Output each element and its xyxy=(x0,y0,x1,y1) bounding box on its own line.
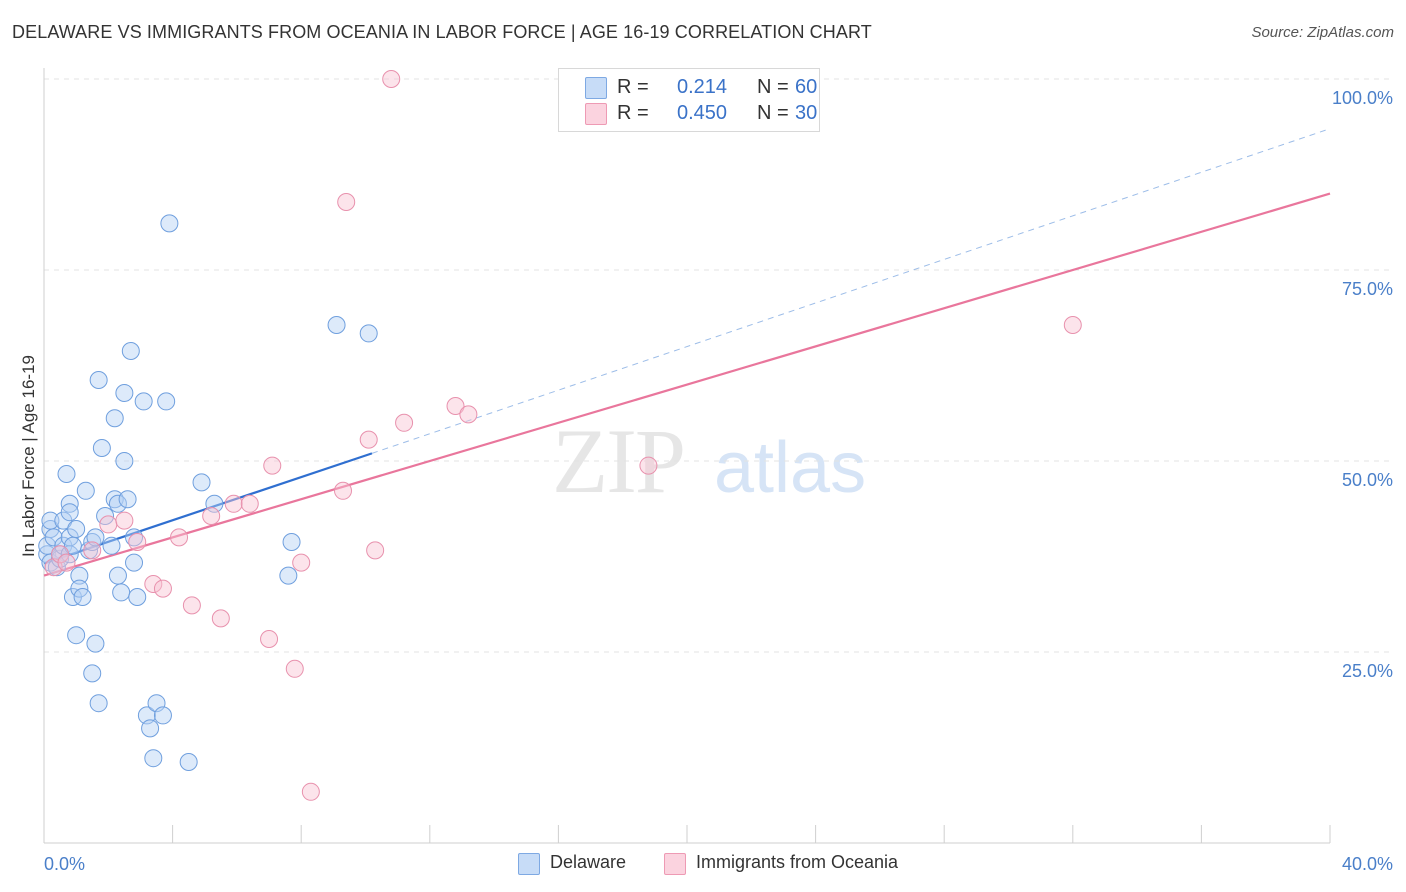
data-point-oceania xyxy=(1063,316,1082,335)
data-point-delaware xyxy=(112,583,131,602)
data-point-oceania xyxy=(639,456,658,475)
data-point-delaware xyxy=(60,503,79,522)
x-tick-labels: 0.0% 40.0% xyxy=(44,854,1393,874)
data-point-delaware xyxy=(134,392,153,411)
data-point-oceania xyxy=(144,575,163,594)
series-delaware xyxy=(38,214,378,772)
data-point-delaware xyxy=(86,634,105,653)
data-point-oceania xyxy=(240,494,259,513)
data-point-oceania xyxy=(359,430,378,449)
data-point-oceania xyxy=(211,609,230,628)
x-tick-label: 40.0% xyxy=(1342,854,1393,874)
legend-swatch-delaware xyxy=(585,77,607,99)
data-point-delaware xyxy=(67,626,86,645)
legend-r-label: R = xyxy=(617,102,649,124)
data-point-delaware xyxy=(102,536,121,555)
data-point-oceania xyxy=(83,541,102,560)
data-point-delaware xyxy=(83,664,102,683)
data-point-oceania xyxy=(260,630,279,649)
data-point-oceania xyxy=(57,553,76,572)
watermark-atlas: atlas xyxy=(714,428,866,508)
data-point-oceania xyxy=(99,515,118,534)
data-point-oceania xyxy=(366,541,385,560)
y-tick-label: 75.0% xyxy=(1342,279,1393,299)
data-point-oceania xyxy=(292,553,311,572)
data-point-oceania xyxy=(446,396,465,415)
gridlines xyxy=(44,78,1394,653)
data-point-oceania xyxy=(170,528,189,547)
legend-r-value-oceania: 0.450 xyxy=(677,102,728,124)
legend-n-value-oceania: 30 xyxy=(795,102,818,124)
data-point-delaware xyxy=(67,519,86,538)
data-point-delaware xyxy=(76,481,95,500)
data-point-oceania xyxy=(224,494,243,513)
trendline-delaware-extension xyxy=(371,128,1331,454)
data-point-delaware xyxy=(282,532,301,551)
data-point-delaware xyxy=(157,392,176,411)
y-tick-labels: 25.0% 50.0% 75.0% 100.0% xyxy=(1332,88,1393,681)
correlation-legend: R = 0.214 N = 60 R = 0.450 N = 30 xyxy=(558,68,820,132)
data-point-oceania xyxy=(301,782,320,801)
data-point-oceania xyxy=(337,193,356,212)
data-point-delaware xyxy=(153,706,172,725)
data-point-delaware xyxy=(121,341,140,360)
data-point-delaware xyxy=(118,490,137,509)
legend-r-label: R = xyxy=(617,76,649,98)
data-point-delaware xyxy=(115,452,134,470)
axes xyxy=(43,68,1331,844)
data-point-delaware xyxy=(57,464,76,483)
data-point-delaware xyxy=(92,439,111,458)
data-point-delaware xyxy=(128,587,147,606)
y-tick-label: 50.0% xyxy=(1342,470,1393,490)
data-point-delaware xyxy=(108,494,127,513)
bottom-legend-swatch-delaware xyxy=(518,853,540,875)
chart-title: DELAWARE VS IMMIGRANTS FROM OCEANIA IN L… xyxy=(12,22,872,42)
data-point-delaware xyxy=(179,753,198,772)
chart-source: Source: ZipAtlas.com xyxy=(1251,24,1394,41)
data-point-oceania xyxy=(395,413,414,432)
data-point-delaware xyxy=(144,749,163,768)
data-point-oceania xyxy=(128,532,147,551)
bottom-legend-label-delaware: Delaware xyxy=(550,852,627,872)
y-tick-label: 100.0% xyxy=(1332,88,1393,108)
trendline-oceania xyxy=(43,192,1331,577)
data-point-delaware xyxy=(73,587,92,606)
legend-n-value-delaware: 60 xyxy=(795,76,818,98)
bottom-legend-swatch-oceania xyxy=(664,853,686,875)
data-point-delaware xyxy=(125,553,144,572)
data-point-oceania xyxy=(459,405,478,424)
y-axis-label: In Labor Force | Age 16-19 xyxy=(19,355,38,557)
data-point-delaware xyxy=(279,566,298,585)
y-tick-label: 25.0% xyxy=(1342,661,1393,681)
data-point-oceania xyxy=(182,596,201,615)
x-tick-label: 0.0% xyxy=(44,854,85,874)
data-point-oceania xyxy=(202,507,221,526)
data-point-delaware xyxy=(192,473,211,492)
data-point-delaware xyxy=(141,719,160,738)
legend-n-label: N = xyxy=(757,102,789,124)
data-point-delaware xyxy=(89,694,108,713)
data-point-oceania xyxy=(115,511,134,530)
data-point-delaware xyxy=(359,324,378,343)
data-point-oceania xyxy=(382,70,401,88)
legend-r-value-delaware: 0.214 xyxy=(677,76,728,98)
data-point-delaware xyxy=(70,566,89,585)
data-point-delaware xyxy=(89,371,108,390)
series-oceania xyxy=(44,70,1082,801)
legend-n-label: N = xyxy=(757,76,789,98)
data-point-oceania xyxy=(285,659,304,678)
bottom-legend-label-oceania: Immigrants from Oceania xyxy=(696,852,899,872)
legend-swatch-oceania xyxy=(585,103,607,125)
data-point-delaware xyxy=(327,316,346,335)
data-point-delaware xyxy=(160,214,179,233)
data-point-delaware xyxy=(108,566,127,585)
data-point-oceania xyxy=(333,481,352,500)
data-point-delaware xyxy=(105,409,124,428)
data-point-oceania xyxy=(153,579,172,598)
data-point-oceania xyxy=(263,456,282,475)
data-point-delaware xyxy=(115,384,134,403)
